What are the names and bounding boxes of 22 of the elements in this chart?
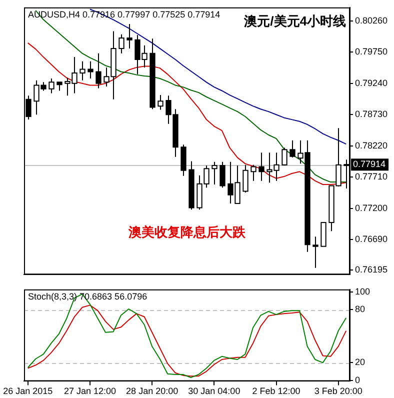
text: 澳元/美元4小时线 — [243, 13, 346, 28]
y-tick-label: 0.79240 — [355, 78, 388, 88]
y-tick-label: 0.77710 — [355, 172, 388, 182]
ref-line-label: 0.77914 — [353, 159, 386, 170]
x-tick-label: 2 Feb 12:00 — [252, 386, 300, 396]
y-tick-label: 20 — [355, 357, 366, 368]
y-tick-label: 80 — [355, 304, 366, 314]
y-tick-label: 0.80260 — [355, 15, 388, 26]
y-tick-label: 0.76690 — [355, 234, 388, 244]
x-tick-label: 27 Jan 12:00 — [64, 386, 116, 396]
y-tick-label: 0.79750 — [355, 46, 388, 57]
x-tick-label: 30 Jan 04:00 — [188, 386, 240, 396]
y-tick-label: 0.76195 — [355, 264, 388, 274]
annotation: 澳美收复降息后大跌 — [128, 224, 246, 240]
x-tick-label: 3 Feb 20:00 — [314, 386, 362, 396]
y-tick-label: 0.78220 — [355, 140, 388, 150]
y-tick-label: 100 — [355, 286, 370, 297]
x-tick-label: 26 Jan 2015 — [3, 386, 53, 396]
x-tick-label: 28 Jan 20:00 — [126, 386, 178, 396]
y-tick-label: 0.77200 — [355, 202, 388, 213]
y-tick-label: 0 — [355, 374, 360, 385]
y-tick-label: 0.78730 — [355, 109, 388, 120]
